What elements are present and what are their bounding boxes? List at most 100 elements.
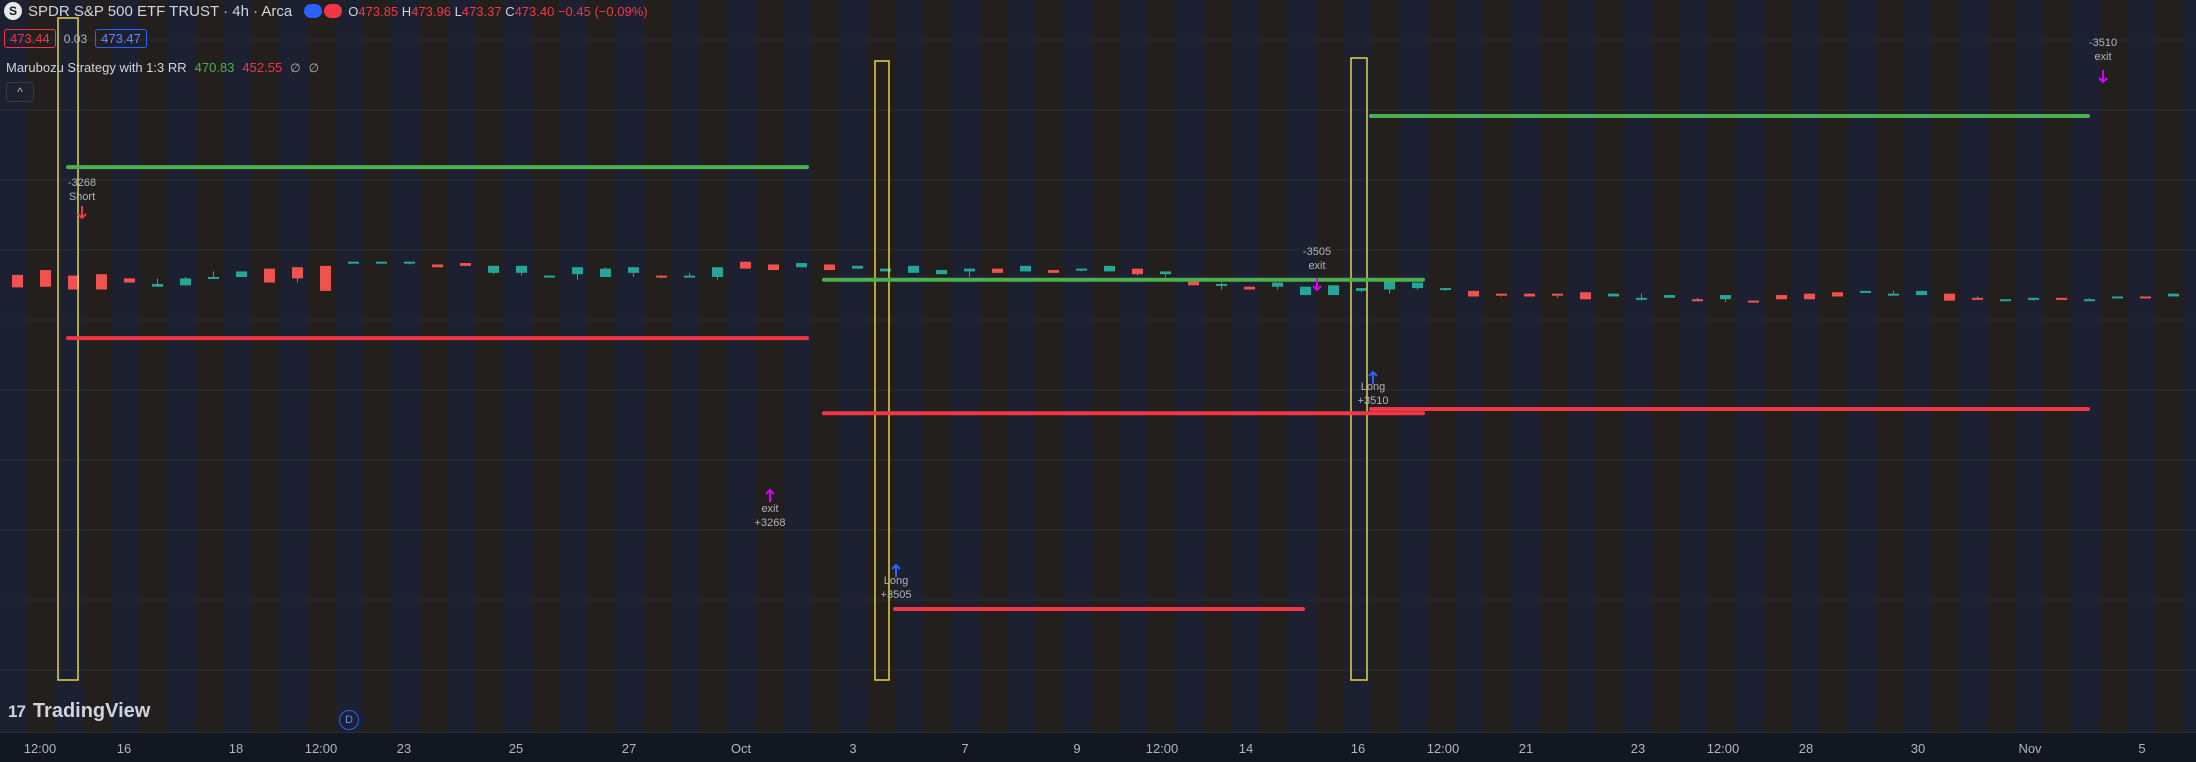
session-band-night — [280, 0, 308, 732]
collapse-legend-button[interactable]: ^ — [6, 82, 34, 102]
short-entry-marker: -3268 Short — [68, 177, 96, 220]
session-band-day — [812, 0, 840, 732]
session-band-day — [1540, 0, 1568, 732]
ohlc-readout: O473.85 H473.96 L473.37 C473.40 −0.45 (−… — [348, 4, 647, 19]
session-band-night — [1400, 0, 1428, 732]
dividend-marker[interactable]: D — [339, 710, 359, 730]
session-band-night — [560, 0, 588, 732]
candle-down — [1468, 290, 1479, 297]
signal-label: -3268 — [68, 177, 96, 189]
session-band-day — [2044, 0, 2072, 732]
session-band-day — [756, 0, 784, 732]
signal-label: +3510 — [1358, 395, 1389, 407]
candle-up — [1664, 295, 1675, 298]
candle-up — [1272, 282, 1283, 287]
session-band-day — [1764, 0, 1792, 732]
time-axis-tick: 5 — [2138, 741, 2146, 756]
candle-up — [152, 283, 163, 287]
session-band-night — [1792, 0, 1820, 732]
candle-up — [1916, 290, 1927, 296]
marubozu-signal-box — [1350, 57, 1368, 681]
high-label: H — [401, 3, 412, 19]
candle-up — [572, 267, 583, 275]
indicator-name[interactable]: Marubozu Strategy with 1:3 RR — [6, 60, 187, 75]
price-chart[interactable]: -3268 Short exit +3268 Long +3505 -3505 exit Lon… — [0, 0, 2196, 732]
session-band-day — [1876, 0, 1904, 732]
candle-down — [824, 264, 835, 271]
candle-down — [1132, 268, 1143, 275]
open-value: 473.85 — [358, 3, 399, 19]
candle-up — [236, 271, 247, 277]
signal-label: +3505 — [881, 589, 912, 601]
long1-entry-marker: Long +3505 — [881, 563, 912, 601]
arrow-down-icon — [1312, 278, 1322, 292]
candle-down — [320, 265, 331, 291]
candle-down — [12, 274, 23, 288]
tradingview-mark-icon: 17 — [8, 701, 26, 721]
candle-down — [740, 261, 751, 269]
candle-down — [1552, 293, 1563, 296]
candle-up — [180, 278, 191, 286]
session-band-night — [1904, 0, 1932, 732]
long1-exit-marker: -3505 exit — [1303, 246, 1331, 292]
time-axis-tick: 30 — [1910, 741, 1926, 756]
sell-price-button[interactable]: 473.44 — [4, 29, 56, 48]
candle-up — [964, 268, 975, 272]
time-axis-tick: 28 — [1798, 741, 1814, 756]
buy-price-button[interactable]: 473.47 — [95, 29, 147, 48]
time-axis-tick: 14 — [1238, 741, 1254, 756]
candle-up — [908, 265, 919, 273]
session-band-day — [1428, 0, 1456, 732]
candle-down — [1832, 292, 1843, 297]
time-axis-tick: Nov — [2018, 741, 2042, 756]
session-band-day — [364, 0, 392, 732]
candles — [12, 261, 2179, 303]
time-axis[interactable]: 12:00 16 18 12:00 23 25 27 Oct 3 7 9 12:00 14 16 12:00… — [0, 732, 2196, 762]
time-axis-tick: Oct — [730, 741, 752, 756]
session-band-night — [224, 0, 252, 732]
candle-up — [1440, 288, 1451, 291]
session-band-night — [1736, 0, 1764, 732]
indicator-legend[interactable]: Marubozu Strategy with 1:3 RR 470.83 452… — [6, 60, 319, 75]
tradingview-logo[interactable]: 17 TradingView — [8, 700, 150, 723]
marubozu-signal-box — [874, 60, 890, 681]
session-band-day — [1596, 0, 1624, 732]
candle-up — [544, 275, 555, 278]
time-axis-tick: 9 — [1073, 741, 1081, 756]
candle-up — [348, 261, 359, 264]
candle-up — [1160, 271, 1171, 275]
candle-down — [1972, 297, 1983, 300]
candle-up — [712, 267, 723, 277]
market-status-pill[interactable] — [304, 4, 343, 18]
session-band-night — [448, 0, 476, 732]
time-axis-tick: 18 — [228, 741, 244, 756]
symbol-logo-icon: S — [4, 2, 22, 20]
signal-label: Long — [1361, 381, 1385, 393]
session-band-day — [476, 0, 504, 732]
candle-down — [292, 267, 303, 279]
session-band-night — [392, 0, 420, 732]
session-band-day — [868, 0, 896, 732]
session-band-night — [1680, 0, 1708, 732]
time-axis-tick: 7 — [961, 741, 969, 756]
time-axis-tick: 16 — [116, 741, 132, 756]
time-axis-tick: 16 — [1350, 741, 1366, 756]
candle-down — [1776, 295, 1787, 300]
symbol-title[interactable]: SPDR S&P 500 ETF TRUST · 4h · Arca — [28, 2, 293, 20]
session-band-night — [112, 0, 140, 732]
session-band-night — [2072, 0, 2100, 732]
candle-down — [768, 264, 779, 271]
time-axis-tick: 12:00 — [304, 741, 338, 756]
candle-up — [1356, 288, 1367, 291]
time-axis-tick: 3 — [849, 741, 857, 756]
session-band-night — [0, 0, 28, 732]
session-band-day — [84, 0, 112, 732]
session-band-day — [700, 0, 728, 732]
empty-set-icon: ∅ — [308, 60, 320, 75]
candle-up — [516, 265, 527, 273]
candle-down — [40, 270, 51, 287]
open-label: O — [348, 3, 359, 19]
session-band-night — [56, 0, 84, 732]
time-axis-tick: 12:00 — [1145, 741, 1179, 756]
